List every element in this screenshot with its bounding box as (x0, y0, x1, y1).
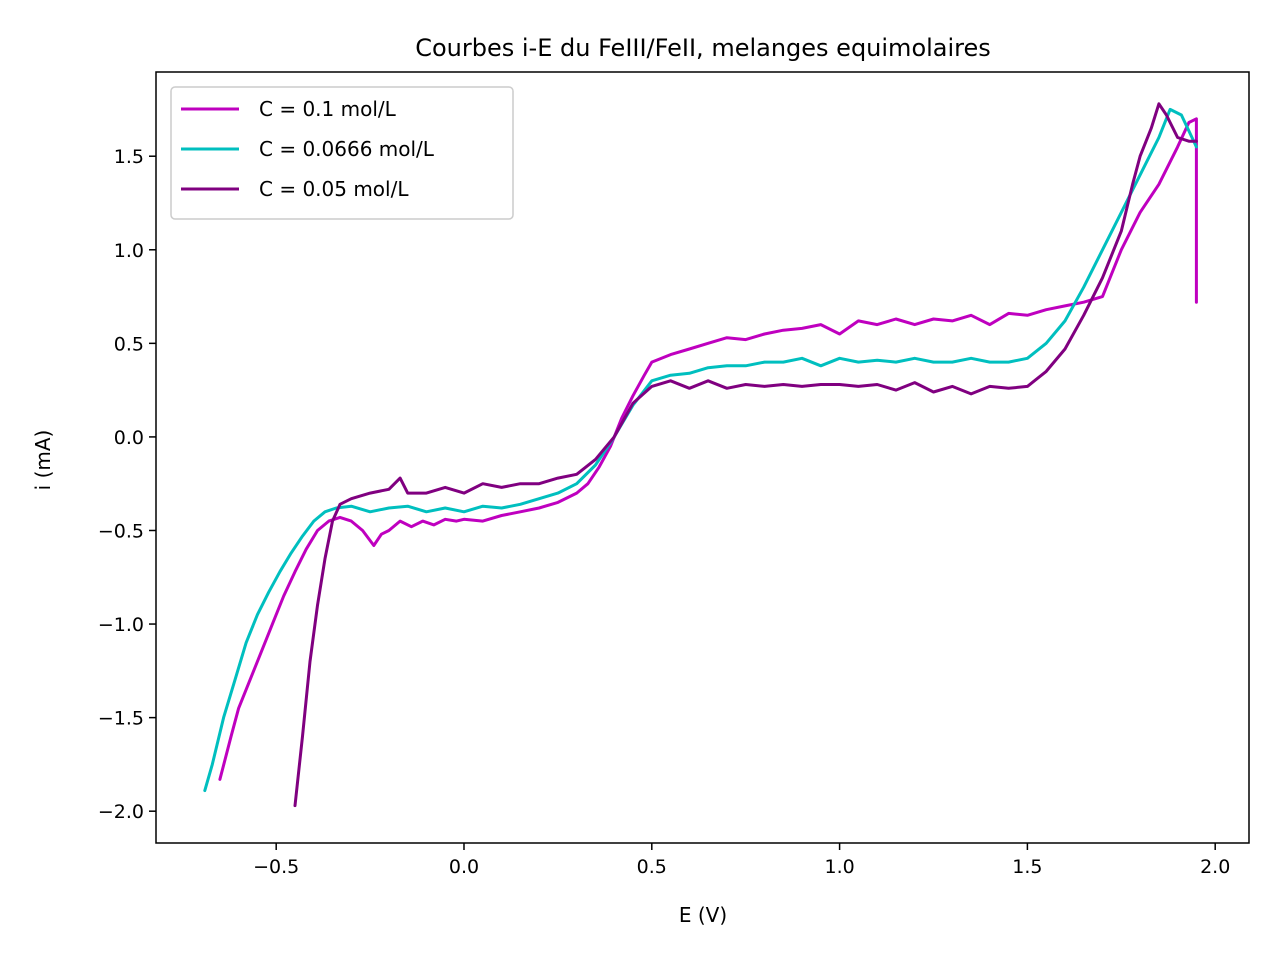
plot-area (155, 71, 1250, 844)
plot-frame (155, 71, 1250, 844)
y-axis-label: i (mA) (31, 430, 55, 491)
y-tick-label: 0.5 (114, 333, 144, 355)
x-tick-label: 1.5 (1012, 856, 1042, 878)
y-tick-label: −1.5 (98, 708, 144, 730)
x-tick-label: −0.5 (253, 856, 299, 878)
y-tick-label: 0.0 (114, 427, 144, 449)
x-tick-label: 1.0 (824, 856, 854, 878)
y-tick-label: −2.0 (98, 801, 144, 823)
x-tick-label: 0.0 (449, 856, 479, 878)
y-tick-label: 1.0 (114, 240, 144, 262)
axis-ticks: −0.5 0.0 0.5 1.0 1.5 2.0 −2.0 −1.5 −1.0 −0.5 0.0 0.… (98, 146, 1230, 878)
x-tick-label: 0.5 (637, 856, 667, 878)
x-axis-label: E (V) (679, 903, 727, 927)
legend-label-0: C = 0.1 mol/L (259, 97, 397, 121)
legend: C = 0.1 mol/L C = 0.0666 mol/L C = 0.05 mo… (170, 86, 514, 220)
series-line-1 (203, 107, 1198, 793)
x-tick-label: 2.0 (1200, 856, 1230, 878)
legend-label-2: C = 0.05 mol/L (259, 177, 409, 201)
chart-title: Courbes i-E du FeIII/FeII, melanges equi… (415, 34, 991, 62)
series-line-0 (218, 117, 1198, 781)
y-tick-label: −1.0 (98, 614, 144, 636)
series-line-2 (293, 102, 1198, 808)
legend-label-1: C = 0.0666 mol/L (259, 137, 435, 161)
y-tick-label: 1.5 (114, 146, 144, 168)
legend-frame (170, 86, 514, 220)
y-tick-label: −0.5 (98, 520, 144, 542)
